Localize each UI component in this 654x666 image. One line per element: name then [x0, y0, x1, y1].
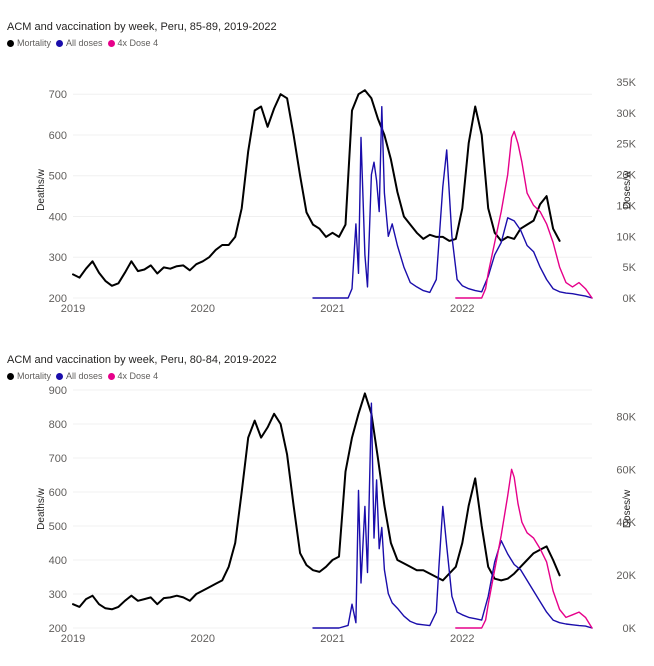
- y-tick-label: 400: [49, 555, 67, 567]
- legend-label-all-doses: All doses: [66, 371, 103, 381]
- y2-tick-label: 0K: [623, 623, 637, 635]
- line-chart-80-84: 200 300 400 500 600 700 800 900 0K 20K 40K 60K 80K 20…: [36, 385, 637, 645]
- chart-panel-80-84: ACM and vaccination by week, Peru, 80-84…: [0, 333, 654, 666]
- y-tick-label: 400: [49, 211, 67, 223]
- x-tick-label: 2019: [61, 633, 85, 645]
- y-tick-label: 500: [49, 171, 67, 183]
- y-tick-label: 700: [49, 453, 67, 465]
- series-line-4x-dose-4[interactable]: [455, 468, 593, 629]
- y-tick-label: 700: [49, 89, 67, 101]
- x-tick-label: 2019: [61, 303, 85, 315]
- line-chart-85-89: 200 300 400 500 600 700 0K 5K 10K 15K 20K 25K 30K 35K…: [36, 77, 637, 315]
- legend-label-dose-4: 4x Dose 4: [117, 371, 159, 381]
- x-tick-label: 2020: [191, 633, 215, 645]
- y2-tick-label: 30K: [616, 108, 636, 120]
- legend-dot-all-doses: [56, 372, 64, 380]
- series-line-all-doses[interactable]: [312, 105, 593, 299]
- x-tick-label: 2021: [320, 633, 344, 645]
- legend-label-all-doses: All doses: [66, 38, 103, 48]
- y-axis-title: Deaths/w: [36, 168, 47, 210]
- legend-item-mortality[interactable]: Mortality: [7, 371, 51, 381]
- y2-tick-label: 60K: [616, 464, 636, 476]
- legend-item-all-doses[interactable]: All doses: [56, 371, 103, 381]
- y-tick-label: 900: [49, 385, 67, 397]
- y-axis-title: Deaths/w: [36, 487, 47, 529]
- x-tick-label: 2022: [450, 633, 474, 645]
- y2-tick-label: 40K: [616, 517, 636, 529]
- legend-dot-dose-4: [107, 39, 115, 47]
- legend-label-dose-4: 4x Dose 4: [117, 38, 159, 48]
- y2-tick-label: 25K: [616, 139, 636, 151]
- legend-item-all-doses[interactable]: All doses: [56, 38, 103, 48]
- chart-legend: Mortality All doses 4x Dose 4: [7, 38, 163, 48]
- legend-dot-mortality: [7, 372, 14, 380]
- x-tick-label: 2022: [450, 303, 474, 315]
- chart-title: ACM and vaccination by week, Peru, 80-84…: [7, 354, 277, 366]
- legend-dot-mortality: [7, 39, 14, 47]
- y2-tick-label: 10K: [616, 231, 636, 243]
- y-tick-label: 200: [49, 623, 67, 635]
- legend-dot-all-doses: [56, 39, 64, 47]
- y-tick-label: 300: [49, 589, 67, 601]
- y2-tick-label: 15K: [616, 200, 636, 212]
- legend-label-mortality: Mortality: [17, 371, 52, 381]
- series-line-all-doses[interactable]: [312, 402, 593, 629]
- y-tick-label: 300: [49, 252, 67, 264]
- legend-dot-dose-4: [107, 372, 115, 380]
- y-tick-label: 800: [49, 419, 67, 431]
- legend-item-dose-4[interactable]: 4x Dose 4: [107, 38, 159, 48]
- y2-axis-title: Doses/w: [622, 170, 633, 209]
- series-line-mortality[interactable]: [72, 89, 561, 287]
- legend-item-dose-4[interactable]: 4x Dose 4: [107, 371, 159, 381]
- series-line-mortality[interactable]: [72, 392, 561, 611]
- chart-title: ACM and vaccination by week, Peru, 85-89…: [7, 21, 277, 33]
- legend-item-mortality[interactable]: Mortality: [7, 38, 51, 48]
- y-tick-label: 200: [49, 293, 67, 305]
- y2-tick-label: 0K: [623, 293, 637, 305]
- y-tick-label: 600: [49, 487, 67, 499]
- chart-legend: Mortality All doses 4x Dose 4: [7, 371, 163, 381]
- y2-tick-label: 20K: [616, 570, 636, 582]
- x-tick-label: 2020: [191, 303, 215, 315]
- y2-tick-label: 80K: [616, 411, 636, 423]
- x-tick-label: 2021: [320, 303, 344, 315]
- legend-label-mortality: Mortality: [17, 38, 52, 48]
- y2-tick-label: 35K: [616, 77, 636, 89]
- chart-panel-85-89: ACM and vaccination by week, Peru, 85-89…: [7, 21, 637, 315]
- y-tick-label: 600: [49, 130, 67, 142]
- y-tick-label: 500: [49, 521, 67, 533]
- y2-tick-label: 5K: [623, 262, 637, 274]
- y2-axis-title: Doses/w: [622, 489, 633, 528]
- series-line-4x-dose-4[interactable]: [455, 130, 593, 299]
- y2-tick-label: 20K: [616, 170, 636, 182]
